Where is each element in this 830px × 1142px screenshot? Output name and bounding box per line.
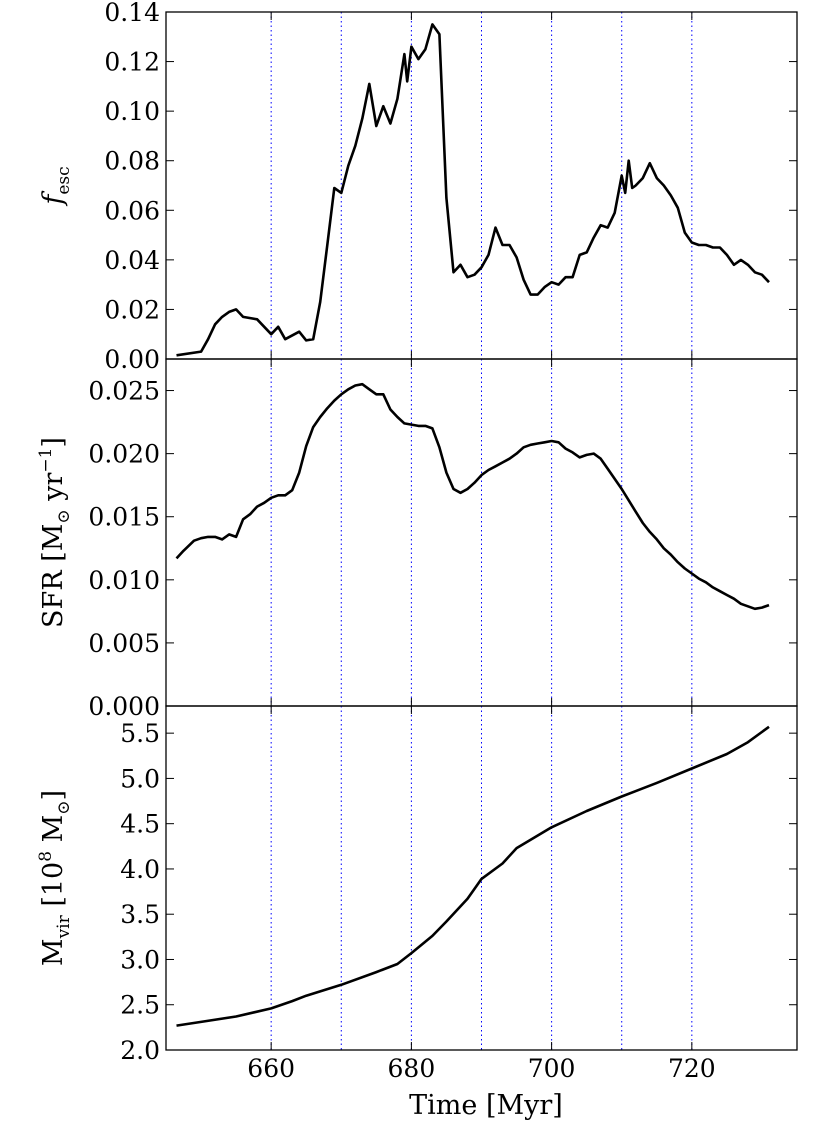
y-tick-label: 0.000 [88, 692, 160, 721]
y-tick-label: 0.04 [104, 246, 160, 275]
x-tick-label: 660 [247, 1054, 295, 1083]
y-tick-label: 0.005 [88, 629, 160, 658]
y-label-main: SFR [M [38, 524, 69, 628]
y-label-sub: vir [54, 914, 74, 939]
panels: 0.000.020.040.060.080.100.120.14fesc0.00… [36, 0, 798, 1083]
y-tick-label: 0.02 [104, 295, 160, 324]
y-tick-label: 0.00 [104, 345, 160, 374]
y-tick-label: 4.5 [120, 810, 160, 839]
y-tick-label: 0.10 [104, 97, 160, 126]
y-label-mid: M [38, 815, 69, 851]
y-label-sub: esc [54, 166, 74, 194]
axes-frame [165, 705, 798, 1051]
axes-frame [165, 358, 798, 707]
series-line-fesc [176, 23, 770, 357]
y-label-rest: yr [38, 473, 69, 510]
panel-sfr: 0.000 0.005 0.010 0.015 0.020 0.025 SFR [M⊙ yr… [36, 358, 798, 721]
y-tick-label: 2.5 [120, 991, 160, 1020]
y-tick-label: 0.020 [88, 440, 160, 469]
series-line-sfr [175, 382, 770, 611]
x-tick-label: 700 [528, 1054, 576, 1083]
x-tick-label: 720 [668, 1054, 716, 1083]
axes-frame [165, 11, 798, 360]
y-axis-label-sfr: SFR [M⊙ yr−1] [36, 437, 74, 628]
y-tick-label: 0.14 [104, 0, 160, 27]
x-axis-title: Time [Myr] [409, 1090, 563, 1121]
y-tick-label: 3.0 [120, 945, 160, 974]
y-tick-label: 5.0 [120, 764, 160, 793]
y-tick-label: 0.06 [104, 196, 160, 225]
y-tick-label: 3.5 [120, 900, 160, 929]
series-line-mvir [176, 725, 770, 1027]
x-axis-label: Time [Myr] [409, 1090, 563, 1121]
y-label-sun: ⊙ [54, 800, 74, 814]
y-tick-label: 4.0 [120, 855, 160, 884]
y-label-main: M [38, 938, 69, 966]
y-tick-label: 2.0 [120, 1036, 160, 1065]
y-label-sup: 8 [36, 851, 56, 862]
y-label-rest: [10 [38, 862, 69, 915]
y-tick-label: 5.5 [120, 719, 160, 748]
y-tick-label: 0.08 [104, 147, 160, 176]
y-tick-label: 0.010 [88, 566, 160, 595]
y-tick-label: 0.12 [104, 48, 160, 77]
x-tick-label: 680 [388, 1054, 436, 1083]
y-tick-label: 0.015 [88, 503, 160, 532]
y-label-end: ] [38, 437, 69, 448]
panel-fesc: 0.00 0.02 0.04 0.06 0.08 0.10 0.12 0.14 fesc [38, 0, 798, 374]
y-tick-label: 0.025 [88, 377, 160, 406]
y-label-sup: −1 [36, 448, 56, 473]
y-label-end: ] [38, 790, 69, 801]
y-axis-label-fesc: fesc [38, 166, 74, 206]
y-axis-label-mvir: Mvir [108 M⊙] [36, 790, 74, 966]
y-label-sun: ⊙ [54, 509, 74, 523]
